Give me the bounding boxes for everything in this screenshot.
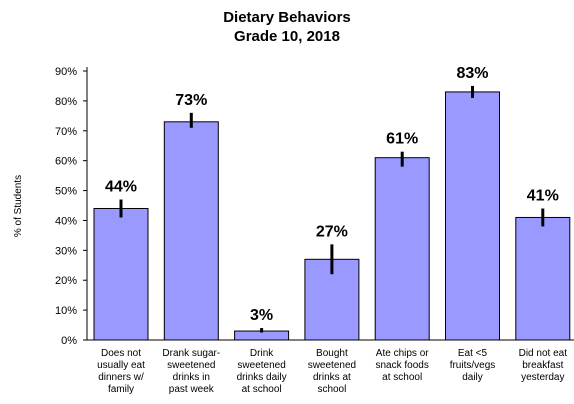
y-tick-label: 10%: [55, 305, 77, 317]
chart-subtitle: Grade 10, 2018: [234, 28, 340, 45]
y-tick-label: 30%: [55, 245, 77, 257]
y-tick-label: 90%: [55, 66, 77, 78]
chart-title: Dietary Behaviors: [223, 9, 351, 26]
data-label: 73%: [175, 92, 207, 109]
category-label: Did not eat breakfast yesterday: [519, 348, 568, 383]
data-label: 41%: [527, 187, 559, 204]
category-label: Ate chips or snack foods at school: [376, 348, 430, 383]
y-tick-label: 20%: [55, 275, 77, 287]
category-label: Bought sweetened drinks at school: [308, 348, 356, 395]
data-label: 61%: [386, 131, 418, 148]
data-label: 3%: [250, 307, 273, 324]
bar: [445, 91, 500, 341]
category-label: Drank sugar-sweetened drinks in past week: [162, 348, 220, 395]
y-tick-label: 60%: [55, 156, 77, 168]
category-label: Does not usually eat dinners w/family: [97, 348, 145, 395]
y-tick-label: 70%: [55, 126, 77, 138]
y-axis-label: % of Students: [13, 175, 24, 237]
data-label: 27%: [316, 223, 348, 240]
data-label: 83%: [456, 65, 488, 82]
data-label: 44%: [105, 179, 137, 196]
bar: [163, 121, 219, 341]
bar: [374, 157, 430, 341]
y-tick-label: 50%: [55, 186, 77, 198]
y-tick-label: 80%: [55, 96, 77, 108]
bar: [515, 216, 571, 341]
y-tick-label: 0%: [61, 335, 77, 347]
y-tick-label: 40%: [55, 215, 77, 227]
category-label: Eat <5 fruits/vegs daily: [450, 348, 496, 383]
bar: [93, 207, 149, 341]
category-label: Drink sweetened drinks daily at school: [237, 348, 287, 395]
